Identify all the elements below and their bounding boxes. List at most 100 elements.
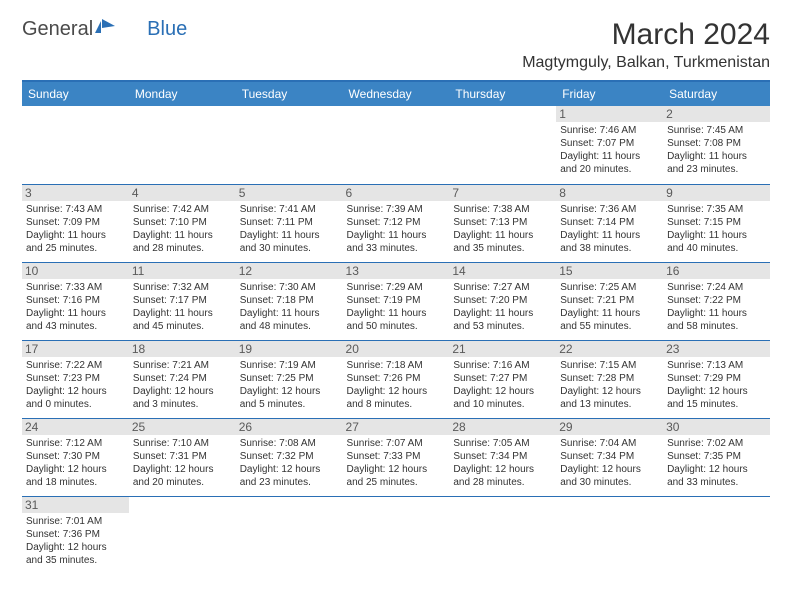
- calendar-cell: 9Sunrise: 7:35 AMSunset: 7:15 PMDaylight…: [663, 184, 770, 262]
- sunrise-text: Sunrise: 7:13 AM: [667, 359, 766, 372]
- calendar-cell: 22 Sunrise: 7:15 AMSunset: 7:28 PMDayligh…: [556, 340, 663, 418]
- day-number: [236, 497, 343, 513]
- daylight-text: Daylight: 12 hours and 13 minutes.: [560, 385, 659, 411]
- calendar-row: 3Sunrise: 7:43 AMSunset: 7:09 PMDaylight…: [22, 184, 770, 262]
- daylight-text: Daylight: 11 hours and 58 minutes.: [667, 307, 766, 333]
- calendar-cell: [236, 496, 343, 574]
- sunset-text: Sunset: 7:10 PM: [133, 216, 232, 229]
- calendar-cell: 2Sunrise: 7:45 AMSunset: 7:08 PMDaylight…: [663, 106, 770, 184]
- cell-detail: Sunrise: 7:25 AMSunset: 7:21 PMDaylight:…: [560, 281, 659, 333]
- sunrise-text: Sunrise: 7:25 AM: [560, 281, 659, 294]
- day-number: 10: [22, 263, 129, 279]
- calendar-cell: 12Sunrise: 7:30 AMSunset: 7:18 PMDayligh…: [236, 262, 343, 340]
- weekday-header: Wednesday: [343, 82, 450, 106]
- cell-detail: Sunrise: 7:18 AMSunset: 7:26 PMDaylight:…: [347, 359, 446, 411]
- cell-detail: Sunrise: 7:15 AMSunset: 7:28 PMDaylight:…: [560, 359, 659, 411]
- sunset-text: Sunset: 7:18 PM: [240, 294, 339, 307]
- daylight-text: Daylight: 12 hours and 10 minutes.: [453, 385, 552, 411]
- calendar-cell: 14Sunrise: 7:27 AMSunset: 7:20 PMDayligh…: [449, 262, 556, 340]
- sunset-text: Sunset: 7:35 PM: [667, 450, 766, 463]
- sunset-text: Sunset: 7:26 PM: [347, 372, 446, 385]
- calendar-cell: [22, 106, 129, 184]
- sunrise-text: Sunrise: 7:16 AM: [453, 359, 552, 372]
- cell-detail: Sunrise: 7:10 AMSunset: 7:31 PMDaylight:…: [133, 437, 232, 489]
- cell-detail: Sunrise: 7:29 AMSunset: 7:19 PMDaylight:…: [347, 281, 446, 333]
- daylight-text: Daylight: 11 hours and 43 minutes.: [26, 307, 125, 333]
- day-number: 22: [556, 341, 663, 357]
- day-number: 11: [129, 263, 236, 279]
- sunset-text: Sunset: 7:17 PM: [133, 294, 232, 307]
- sunrise-text: Sunrise: 7:24 AM: [667, 281, 766, 294]
- day-number: 16: [663, 263, 770, 279]
- calendar-cell: [663, 496, 770, 574]
- sunrise-text: Sunrise: 7:46 AM: [560, 124, 659, 137]
- sunset-text: Sunset: 7:34 PM: [453, 450, 552, 463]
- sunset-text: Sunset: 7:13 PM: [453, 216, 552, 229]
- sunset-text: Sunset: 7:19 PM: [347, 294, 446, 307]
- sunrise-text: Sunrise: 7:33 AM: [26, 281, 125, 294]
- sunset-text: Sunset: 7:28 PM: [560, 372, 659, 385]
- daylight-text: Daylight: 11 hours and 53 minutes.: [453, 307, 552, 333]
- weekday-header: Thursday: [449, 82, 556, 106]
- calendar-cell: 20 Sunrise: 7:18 AMSunset: 7:26 PMDayligh…: [343, 340, 450, 418]
- calendar-cell: 10Sunrise: 7:33 AMSunset: 7:16 PMDayligh…: [22, 262, 129, 340]
- flag-icon: [95, 18, 117, 41]
- calendar-cell: 8 Sunrise: 7:36 AMSunset: 7:14 PMDaylight…: [556, 184, 663, 262]
- daylight-text: Daylight: 11 hours and 38 minutes.: [560, 229, 659, 255]
- day-number: [343, 497, 450, 513]
- day-number: 21: [449, 341, 556, 357]
- day-number: 7: [449, 185, 556, 201]
- sunset-text: Sunset: 7:30 PM: [26, 450, 125, 463]
- cell-detail: Sunrise: 7:07 AMSunset: 7:33 PMDaylight:…: [347, 437, 446, 489]
- sunrise-text: Sunrise: 7:07 AM: [347, 437, 446, 450]
- sunrise-text: Sunrise: 7:36 AM: [560, 203, 659, 216]
- daylight-text: Daylight: 12 hours and 3 minutes.: [133, 385, 232, 411]
- daylight-text: Daylight: 12 hours and 28 minutes.: [453, 463, 552, 489]
- day-number: 1: [556, 106, 663, 122]
- calendar-cell: [449, 106, 556, 184]
- sunrise-text: Sunrise: 7:42 AM: [133, 203, 232, 216]
- day-number: 8: [556, 185, 663, 201]
- sunset-text: Sunset: 7:14 PM: [560, 216, 659, 229]
- sunrise-text: Sunrise: 7:22 AM: [26, 359, 125, 372]
- calendar-cell: [236, 106, 343, 184]
- daylight-text: Daylight: 11 hours and 48 minutes.: [240, 307, 339, 333]
- calendar-table: SundayMondayTuesdayWednesdayThursdayFrid…: [22, 82, 770, 574]
- daylight-text: Daylight: 11 hours and 55 minutes.: [560, 307, 659, 333]
- calendar-cell: 5Sunrise: 7:41 AMSunset: 7:11 PMDaylight…: [236, 184, 343, 262]
- daylight-text: Daylight: 12 hours and 5 minutes.: [240, 385, 339, 411]
- title-block: March 2024 Magtymguly, Balkan, Turkmenis…: [522, 18, 770, 72]
- calendar-cell: 16 Sunrise: 7:24 AMSunset: 7:22 PMDayligh…: [663, 262, 770, 340]
- calendar-cell: 28Sunrise: 7:05 AMSunset: 7:34 PMDayligh…: [449, 418, 556, 496]
- daylight-text: Daylight: 11 hours and 25 minutes.: [26, 229, 125, 255]
- cell-detail: Sunrise: 7:30 AMSunset: 7:18 PMDaylight:…: [240, 281, 339, 333]
- calendar-cell: [343, 496, 450, 574]
- logo-text-general: General: [22, 18, 93, 41]
- sunset-text: Sunset: 7:32 PM: [240, 450, 339, 463]
- sunset-text: Sunset: 7:07 PM: [560, 137, 659, 150]
- sunrise-text: Sunrise: 7:21 AM: [133, 359, 232, 372]
- sunset-text: Sunset: 7:09 PM: [26, 216, 125, 229]
- day-number: [22, 106, 129, 122]
- sunrise-text: Sunrise: 7:02 AM: [667, 437, 766, 450]
- daylight-text: Daylight: 11 hours and 20 minutes.: [560, 150, 659, 176]
- calendar-row: 31Sunrise: 7:01 AMSunset: 7:36 PMDayligh…: [22, 496, 770, 574]
- cell-detail: Sunrise: 7:02 AMSunset: 7:35 PMDaylight:…: [667, 437, 766, 489]
- day-number: 20: [343, 341, 450, 357]
- day-number: 6: [343, 185, 450, 201]
- calendar-cell: 24Sunrise: 7:12 AMSunset: 7:30 PMDayligh…: [22, 418, 129, 496]
- day-number: 3: [22, 185, 129, 201]
- daylight-text: Daylight: 12 hours and 20 minutes.: [133, 463, 232, 489]
- calendar-cell: 21Sunrise: 7:16 AMSunset: 7:27 PMDayligh…: [449, 340, 556, 418]
- day-number: 23: [663, 341, 770, 357]
- sunset-text: Sunset: 7:36 PM: [26, 528, 125, 541]
- day-number: 25: [129, 419, 236, 435]
- daylight-text: Daylight: 12 hours and 25 minutes.: [347, 463, 446, 489]
- calendar-cell: 19Sunrise: 7:19 AMSunset: 7:25 PMDayligh…: [236, 340, 343, 418]
- day-number: 27: [343, 419, 450, 435]
- cell-detail: Sunrise: 7:46 AMSunset: 7:07 PMDaylight:…: [560, 124, 659, 176]
- daylight-text: Daylight: 11 hours and 28 minutes.: [133, 229, 232, 255]
- cell-detail: Sunrise: 7:39 AMSunset: 7:12 PMDaylight:…: [347, 203, 446, 255]
- calendar-row: 17Sunrise: 7:22 AMSunset: 7:23 PMDayligh…: [22, 340, 770, 418]
- sunset-text: Sunset: 7:22 PM: [667, 294, 766, 307]
